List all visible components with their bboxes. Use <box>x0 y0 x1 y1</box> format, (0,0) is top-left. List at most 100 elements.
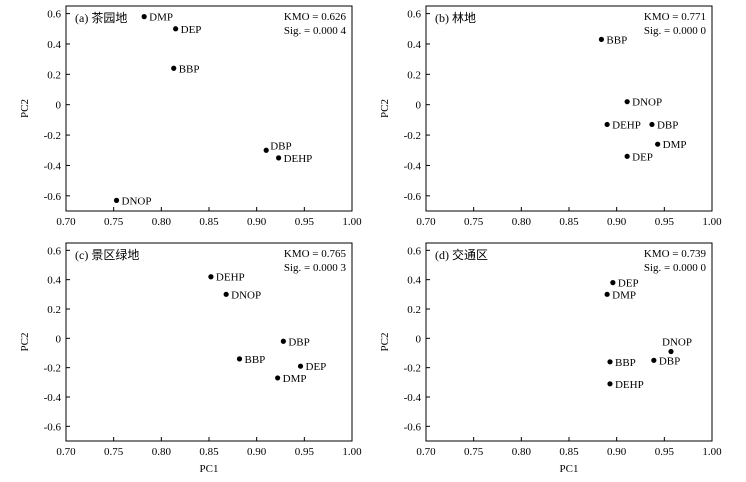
x-tick-label: 0.70 <box>56 446 76 458</box>
x-tick-label: 0.90 <box>247 446 267 458</box>
y-tick-label: -0.2 <box>44 363 61 375</box>
data-point <box>208 274 214 280</box>
x-tick-label: 0.80 <box>512 446 532 458</box>
y-tick-label: -0.6 <box>44 421 62 433</box>
point-label: DMP <box>663 139 687 151</box>
x-tick-label: 0.85 <box>559 446 579 458</box>
point-label: DNOP <box>231 289 261 301</box>
data-point <box>604 291 610 297</box>
panel-title: (d) 交通区 <box>435 247 488 262</box>
point-label: DMP <box>612 289 636 301</box>
data-point <box>607 359 613 365</box>
data-point <box>171 65 177 71</box>
y-tick-label: -0.6 <box>404 191 422 203</box>
data-point <box>280 338 286 344</box>
data-point <box>651 357 657 363</box>
y-tick-label: 0.2 <box>47 304 61 316</box>
point-label: DEHP <box>216 272 245 284</box>
data-point <box>223 291 229 297</box>
data-point <box>598 36 605 43</box>
y-axis-label: PC2 <box>19 99 31 118</box>
y-tick-label: 0.6 <box>47 9 61 21</box>
y-tick-label: -0.2 <box>404 130 421 142</box>
x-tick-label: 0.95 <box>295 446 315 458</box>
y-tick-label: 0 <box>56 100 62 112</box>
x-tick-label: 1.00 <box>342 216 362 228</box>
y-axis-label: PC2 <box>19 333 31 352</box>
y-tick-label: -0.4 <box>44 160 62 172</box>
point-label: DEP <box>632 151 653 163</box>
y-tick-label: 0.6 <box>407 245 421 257</box>
x-tick-label: 0.80 <box>152 216 172 228</box>
x-tick-label: 0.75 <box>464 216 484 228</box>
sig-label: Sig. = 0.000 4 <box>284 25 347 37</box>
point-label: DNOP <box>662 337 692 349</box>
data-point <box>236 356 243 362</box>
data-point <box>610 280 616 286</box>
data-point <box>297 363 304 369</box>
data-point <box>624 99 630 105</box>
data-point <box>263 147 269 153</box>
y-tick-label: -0.4 <box>44 392 62 404</box>
point-label: DEP <box>181 24 202 36</box>
x-tick-label: 0.85 <box>199 216 219 228</box>
point-label: DEHP <box>612 119 641 131</box>
y-tick-label: 0.2 <box>47 69 61 81</box>
point-label: DBP <box>288 336 309 348</box>
y-tick-label: 0.4 <box>47 275 61 287</box>
x-tick-label: 0.70 <box>56 216 76 228</box>
y-tick-label: 0.2 <box>407 69 421 81</box>
y-tick-label: 0 <box>56 333 62 345</box>
x-tick-label: 1.00 <box>702 446 722 458</box>
sig-label: Sig. = 0.000 0 <box>644 25 707 37</box>
y-tick-label: 0.6 <box>47 245 61 257</box>
chart-panel-2: 0.70 0.75 0.80 0.85 0.90 0.95 1.00 0.6 0.4 0.2 0 -0… <box>379 5 722 228</box>
kmo-label: KMO = 0.771 <box>644 11 706 23</box>
x-tick-label: 0.70 <box>416 216 436 228</box>
point-label: DEP <box>306 361 327 373</box>
data-point <box>655 141 661 147</box>
y-tick-label: -0.2 <box>44 130 61 142</box>
y-tick-label: -0.6 <box>44 191 62 203</box>
data-point <box>173 26 179 32</box>
x-tick-label: 0.95 <box>295 216 315 228</box>
x-tick-label: 0.75 <box>464 446 484 458</box>
data-point <box>275 155 282 161</box>
x-tick-label: 0.95 <box>655 216 675 228</box>
x-tick-label: 1.00 <box>702 216 722 228</box>
x-tick-label: 0.85 <box>199 446 219 458</box>
point-label: DNOP <box>632 97 662 109</box>
x-axis-label: PC1 <box>200 463 219 475</box>
point-label: DBP <box>659 355 680 367</box>
data-point <box>141 14 147 20</box>
data-point <box>649 121 655 128</box>
x-tick-label: 0.95 <box>655 446 675 458</box>
point-label: DEHP <box>284 153 313 165</box>
point-label: DEP <box>618 278 639 290</box>
point-label: BBP <box>245 354 266 366</box>
sig-label: Sig. = 0.000 3 <box>284 262 347 274</box>
data-point <box>113 197 120 203</box>
x-tick-label: 1.00 <box>342 446 362 458</box>
chart-panel-3: 0.70 0.75 0.80 0.85 0.90 0.95 1.00 0.6 0.4 0.2 0 -0… <box>19 242 362 475</box>
y-tick-label: 0.4 <box>407 39 421 51</box>
y-tick-label: 0.6 <box>407 9 421 21</box>
data-point <box>668 348 674 355</box>
y-axis-label: PC2 <box>379 333 391 352</box>
panel-title: (b) 林地 <box>435 11 476 25</box>
y-tick-label: 0.4 <box>407 275 421 287</box>
data-point <box>604 121 610 128</box>
x-tick-label: 0.80 <box>152 446 172 458</box>
y-tick-label: -0.2 <box>404 363 421 375</box>
x-tick-label: 0.70 <box>416 446 436 458</box>
panel-title: (c) 景区绿地 <box>75 247 139 262</box>
point-label: BBP <box>615 357 636 369</box>
x-tick-label: 0.90 <box>247 216 267 228</box>
kmo-label: KMO = 0.765 <box>284 248 347 260</box>
y-tick-label: -0.6 <box>404 421 422 433</box>
sig-label: Sig. = 0.000 0 <box>644 262 707 274</box>
x-tick-label: 0.85 <box>559 216 579 228</box>
point-label: DMP <box>283 373 307 385</box>
kmo-label: KMO = 0.626 <box>284 11 347 23</box>
